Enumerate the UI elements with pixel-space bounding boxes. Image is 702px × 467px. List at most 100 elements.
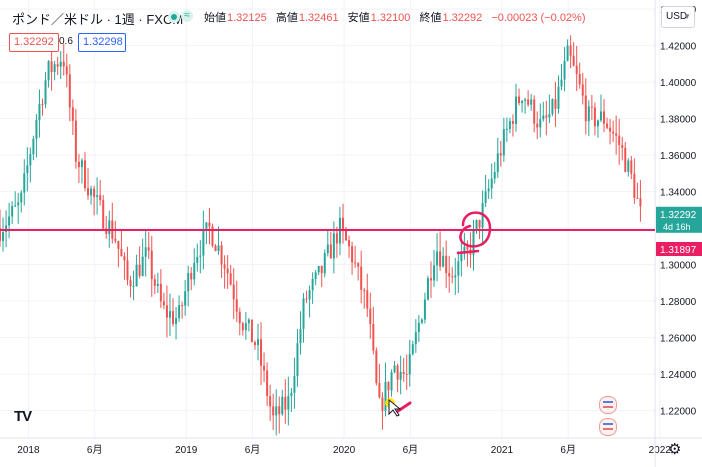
candle-body (433, 265, 436, 281)
market-status-icon[interactable] (168, 11, 180, 23)
candle-body (390, 372, 393, 391)
x-tick-label: 6月 (560, 444, 576, 456)
candle-body (572, 55, 575, 66)
candle-body (211, 226, 214, 246)
candle-body (256, 339, 259, 345)
candle-body (624, 147, 627, 172)
y-tick-label: 1.26000 (660, 334, 697, 345)
candle-body (393, 365, 396, 373)
candle-body (263, 365, 266, 371)
candle-body (17, 202, 20, 206)
candle-body (260, 339, 263, 366)
candle-body (627, 160, 630, 172)
candle-body (77, 161, 80, 168)
candle-body (420, 319, 423, 323)
candle-body (466, 246, 469, 250)
gear-icon[interactable]: ⚙ (668, 441, 682, 458)
candle-body (554, 99, 557, 109)
candle-body (360, 266, 363, 290)
candle-body (341, 217, 344, 229)
currency-label: USD (666, 11, 688, 22)
candle-body (250, 319, 253, 343)
candle-body (375, 350, 378, 383)
candle-body (399, 371, 402, 380)
x-tick-label: 6月 (403, 444, 419, 456)
candle-body (168, 311, 171, 318)
candle-body (527, 99, 530, 105)
candle-body (178, 305, 181, 319)
candle-body (241, 323, 244, 331)
chart-header: ポンド／米ドル · 1週 · FXCM ≈ 始値1.32125 高値1.3246… (0, 0, 655, 32)
candle-body (217, 245, 220, 252)
candle-body (320, 265, 323, 274)
candle-body (545, 115, 548, 118)
ohlc-change-value: −0.00023 (−0.02%) (491, 12, 586, 24)
tradingview-logo[interactable]: TV (14, 408, 32, 425)
y-tick-label: 1.40000 (660, 78, 697, 89)
x-tick-label: 2018 (17, 445, 40, 456)
symbol-title[interactable]: ポンド／米ドル · 1週 · FXCM (12, 12, 184, 27)
circle-annotation (456, 211, 492, 255)
candle-body (448, 273, 451, 277)
candle-body (329, 244, 332, 259)
candle-body (335, 233, 338, 244)
candle-body (423, 299, 426, 320)
candle-body (220, 245, 223, 265)
candle-body (293, 376, 296, 393)
candle-body (323, 253, 326, 274)
candle-body (569, 45, 572, 56)
candle-body (490, 178, 493, 189)
event-flag-icon[interactable] (599, 418, 617, 436)
candle-body (387, 381, 390, 391)
candle-body (2, 232, 5, 241)
candle-body (478, 220, 481, 228)
candle-body (612, 131, 615, 134)
candle-body (71, 107, 74, 121)
candle-body (80, 160, 83, 168)
candle-body (563, 60, 566, 80)
candle-body (184, 291, 187, 306)
buy-price-button[interactable]: 1.32298 (78, 33, 126, 52)
candle-body (430, 278, 433, 281)
countdown-label: 4d 16h (663, 222, 691, 232)
candle-body (378, 382, 381, 398)
data-feed-icon[interactable]: ≈ (181, 10, 193, 22)
sell-price-button[interactable]: 1.32292 (9, 33, 59, 52)
candle-body (414, 332, 417, 345)
candle-body (603, 111, 606, 124)
candle-body (193, 262, 196, 280)
candle-body (539, 119, 542, 128)
candle-body (247, 319, 250, 324)
x-tick-label: 2021 (491, 445, 514, 456)
candle-body (451, 276, 454, 278)
candle-body (366, 290, 369, 309)
candle-body (138, 264, 141, 276)
candle-body (226, 268, 229, 274)
ohlc-legend: 始値1.32125 高値1.32461 安値1.32100 終値1.32292 … (204, 9, 592, 25)
candle-body (514, 96, 517, 124)
candle-body (345, 228, 348, 241)
candle-body (442, 255, 445, 267)
currency-select[interactable]: USD ▼ (661, 6, 695, 28)
candle-body (232, 284, 235, 300)
candle-body (521, 100, 524, 104)
candle-body (439, 251, 442, 267)
candle-body (41, 104, 44, 106)
candle-body (457, 261, 460, 276)
event-flag-icon[interactable] (599, 396, 617, 414)
candle-body (518, 96, 521, 104)
candle-body (593, 107, 596, 127)
candle-body (38, 104, 41, 120)
current-price-label: 1.32292 (660, 210, 697, 221)
candle-body (475, 220, 478, 230)
candle-body (560, 79, 563, 87)
candle-body (381, 397, 384, 411)
candle-body (59, 61, 62, 67)
candle-body (463, 246, 466, 255)
candle-body (181, 305, 184, 307)
candle-body (238, 311, 241, 324)
candle-body (68, 74, 71, 108)
candle-body (615, 133, 618, 136)
